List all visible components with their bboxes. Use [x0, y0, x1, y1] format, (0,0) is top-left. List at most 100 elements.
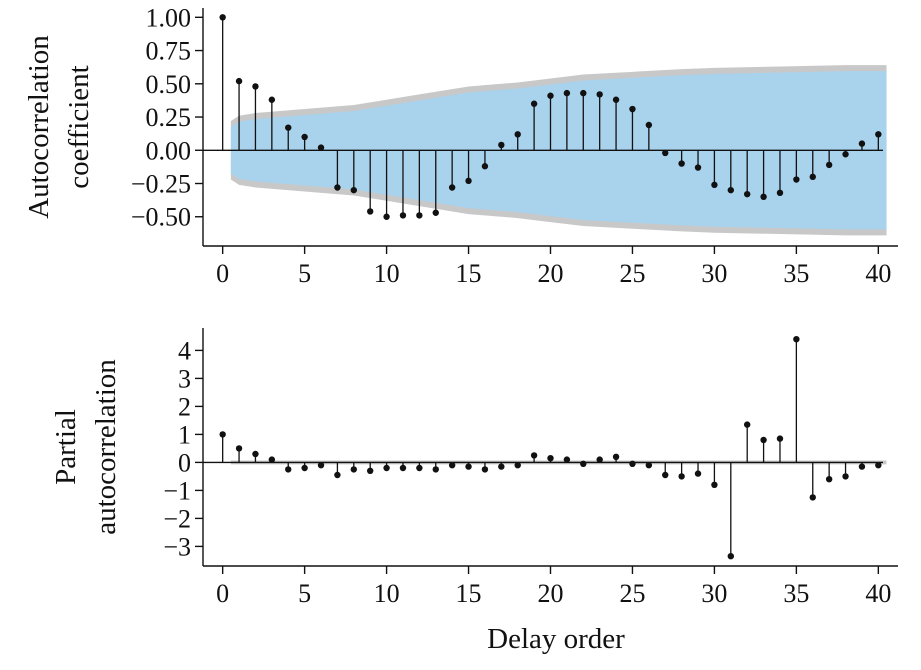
y-tick-label: −3: [163, 532, 191, 561]
x-tick-label: 15: [456, 579, 482, 608]
stem-marker: [268, 456, 276, 463]
stem-marker: [219, 431, 226, 438]
stem-marker: [530, 452, 538, 459]
stem-marker: [776, 435, 784, 442]
y-tick-label: −0.50: [131, 203, 191, 232]
stem-marker: [481, 466, 489, 473]
stem-marker: [743, 421, 751, 428]
x-tick-label: 40: [865, 259, 891, 288]
x-tick-label: 0: [216, 579, 229, 608]
y-axis-label: autocorrelation: [90, 359, 122, 535]
stem-marker: [235, 77, 243, 85]
y-tick-label: 1: [178, 420, 191, 449]
y-tick-label: −1: [163, 476, 191, 505]
x-axis-label: Delay order: [487, 623, 625, 655]
stem-marker: [825, 161, 833, 169]
stem-marker: [547, 92, 554, 99]
stem-marker: [268, 96, 276, 103]
stem-marker: [727, 186, 735, 194]
stem-marker: [875, 462, 882, 469]
stem-marker: [350, 466, 358, 473]
stem-marker: [842, 473, 849, 480]
x-tick-label: 15: [456, 259, 482, 288]
stem-marker: [317, 144, 325, 151]
x-tick-label: 30: [701, 579, 727, 608]
y-axis-label: Partial: [50, 409, 82, 485]
y-tick-label: 3: [178, 364, 191, 393]
stem-marker: [793, 176, 800, 183]
stem-marker: [448, 462, 456, 469]
stem-marker: [317, 462, 325, 469]
y-tick-label: 0.50: [146, 70, 192, 99]
stem-marker: [366, 467, 374, 474]
y-tick-label: 1.00: [146, 3, 192, 32]
stem-marker: [596, 456, 603, 463]
y-tick-label: 2: [178, 392, 191, 421]
stem-marker: [645, 462, 653, 469]
x-tick-label: 40: [865, 579, 891, 608]
y-tick-label: −2: [163, 504, 191, 533]
stem-marker: [793, 336, 800, 343]
y-tick-label: 0.75: [146, 37, 192, 66]
stem-marker: [563, 89, 571, 97]
stem-marker: [694, 164, 702, 171]
stem-marker: [809, 494, 816, 501]
stem-marker: [334, 184, 341, 191]
stem-marker: [662, 149, 669, 157]
stem-marker: [285, 466, 292, 473]
stem-marker: [776, 189, 784, 197]
x-tick-label: 35: [783, 259, 809, 288]
stem-marker: [743, 190, 751, 198]
stem-marker: [334, 471, 341, 479]
x-tick-label: 35: [783, 579, 809, 608]
stem-marker: [383, 464, 390, 472]
stem-marker: [662, 471, 669, 479]
stem-marker: [301, 464, 308, 472]
stem-marker: [596, 91, 603, 98]
stem-marker: [465, 177, 472, 185]
stem-marker: [219, 14, 226, 21]
stem-marker: [629, 460, 636, 467]
acf-panel: 1.00 0.75 0.50 0.25 0.00 −0.25 −0.50 0 5 10 15 20 25…: [23, 3, 898, 288]
stem-marker: [366, 208, 374, 215]
x-tick-label: 10: [374, 259, 400, 288]
stem-marker: [481, 163, 489, 170]
stem-marker: [350, 186, 358, 194]
stem-marker: [580, 89, 587, 97]
stem-marker: [530, 100, 538, 107]
stem-marker: [858, 463, 866, 470]
y-tick-label: 0: [178, 448, 191, 477]
x-tick-label: 25: [619, 579, 645, 608]
stem-marker: [498, 141, 505, 149]
stem-marker: [809, 173, 816, 181]
stem-marker: [432, 466, 439, 473]
stem-marker: [727, 553, 735, 560]
stem-marker: [416, 464, 423, 472]
y-tick-label: 0.25: [146, 103, 192, 132]
stem-marker: [858, 140, 866, 147]
stem-marker: [875, 131, 882, 138]
stem-marker: [399, 464, 407, 472]
stem-marker: [760, 436, 767, 444]
stem-marker: [383, 213, 390, 220]
stem-marker: [612, 96, 620, 103]
x-tick-label: 25: [619, 259, 645, 288]
stem-marker: [678, 160, 685, 167]
x-tick-label: 30: [701, 259, 727, 288]
x-tick-label: 20: [538, 579, 564, 608]
stem-marker: [711, 481, 718, 488]
stem-marker: [612, 453, 620, 460]
x-tick-label: 5: [298, 579, 311, 608]
y-tick-label: 4: [178, 336, 191, 365]
stem-marker: [235, 445, 243, 452]
x-tick-label: 10: [374, 579, 400, 608]
stem-marker: [301, 133, 308, 141]
stem-marker: [825, 476, 833, 483]
y-tick-label: 0.00: [146, 136, 192, 165]
stem-marker: [645, 121, 653, 129]
stem-marker: [498, 463, 505, 470]
stem-marker: [678, 473, 685, 480]
